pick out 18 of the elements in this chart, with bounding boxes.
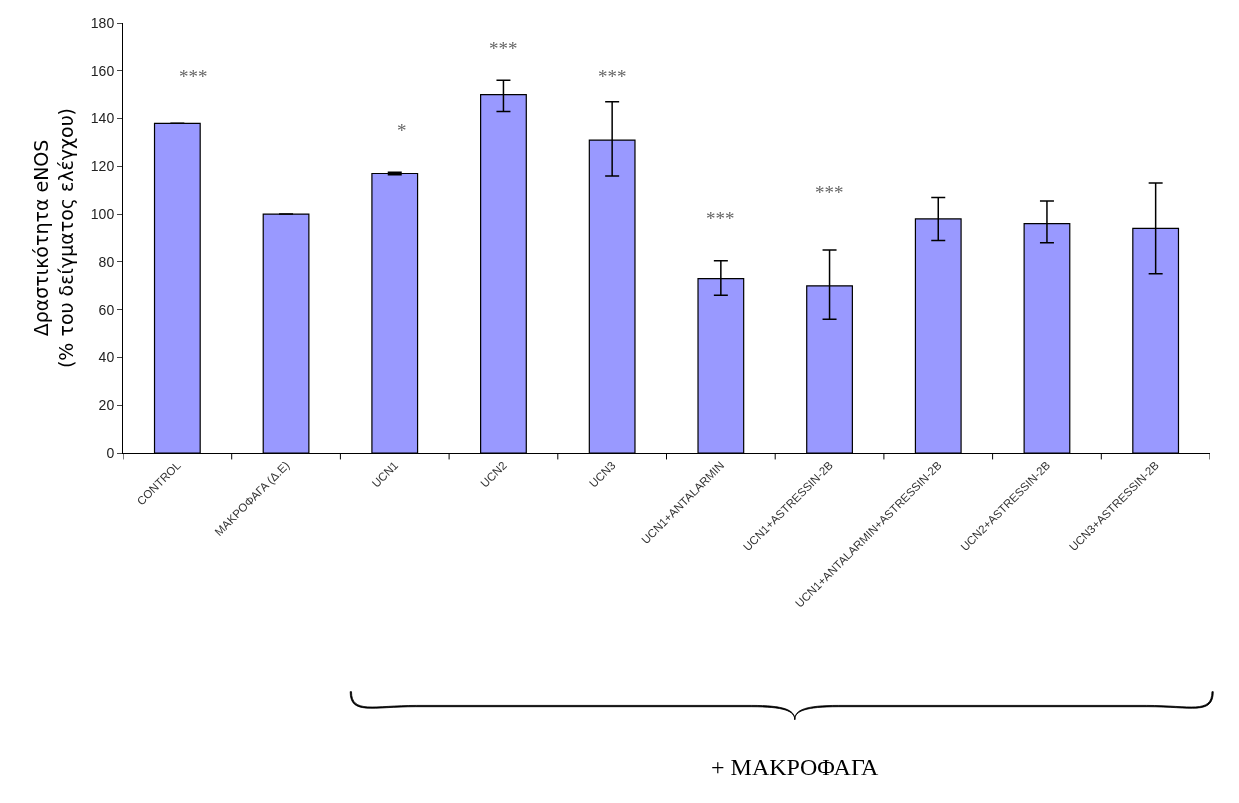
- y-tick-label: 20: [98, 397, 115, 414]
- annotation: ***: [815, 182, 844, 203]
- y-tick-label: 120: [90, 158, 115, 175]
- y-tick-label: 40: [98, 349, 115, 366]
- y-tick-label: 80: [98, 253, 115, 270]
- y-axis-title: Δραστικότητα eNOS (% του δείγματος ελέγχου): [29, 107, 77, 369]
- annotation: ***: [706, 208, 735, 229]
- annotation: ***: [598, 66, 627, 87]
- y-tick-label: 160: [90, 62, 115, 79]
- y-tick-label: 60: [98, 301, 115, 318]
- y-tick-label: 180: [90, 14, 115, 31]
- annotation: ***: [489, 38, 518, 59]
- y-tick-label: 140: [90, 110, 115, 127]
- annotation: *: [397, 120, 407, 141]
- y-tick-label: 100: [90, 206, 115, 223]
- y-tick-label: 0: [106, 444, 115, 461]
- annotation: ***: [179, 66, 208, 87]
- text: + ΜΑΚΡΟΦΑΓΑ: [711, 754, 880, 780]
